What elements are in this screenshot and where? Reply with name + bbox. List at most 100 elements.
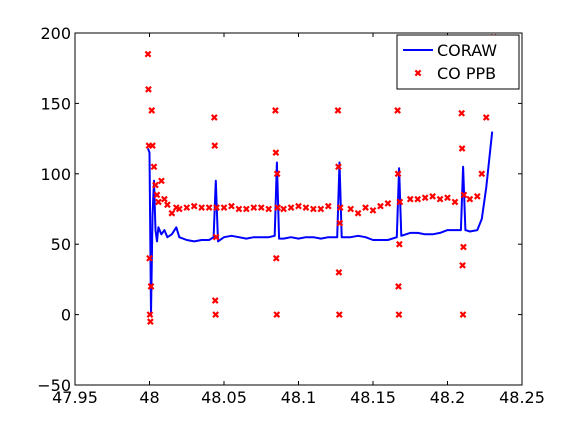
data-point (334, 107, 342, 114)
data-point (147, 318, 154, 326)
x-tick-label: 48.25 (499, 388, 545, 407)
data-point (153, 191, 161, 199)
y-tick-label: 0 (61, 306, 71, 325)
data-point (395, 283, 402, 290)
data-point (250, 204, 258, 211)
data-point (460, 191, 468, 199)
data-point (406, 195, 414, 203)
data-point (220, 204, 228, 211)
data-point (161, 195, 168, 203)
x-tick-label: 48.15 (350, 388, 396, 407)
data-point (144, 50, 152, 58)
data-point (335, 268, 343, 276)
x-tick-label: 48.2 (430, 388, 466, 407)
data-point (150, 163, 158, 171)
data-point (148, 107, 156, 114)
data-point (396, 198, 404, 206)
data-point (295, 202, 302, 210)
data-point (274, 204, 282, 211)
data-point (242, 205, 250, 213)
data-point (347, 205, 355, 213)
data-point (354, 209, 362, 217)
data-point (175, 205, 183, 213)
data-point (147, 283, 155, 290)
data-point (158, 177, 165, 185)
legend-item: CO PPB (414, 64, 496, 83)
data-point (436, 195, 444, 203)
data-point (155, 198, 162, 206)
data-point (384, 199, 392, 207)
data-point (272, 254, 280, 262)
data-point (273, 170, 281, 178)
data-point (235, 205, 243, 213)
x-tick-label: 47.95 (52, 388, 98, 407)
legend-label: CORAW (437, 41, 497, 60)
x-tick-label: 48.1 (281, 388, 317, 407)
data-point (168, 209, 176, 217)
data-point (302, 204, 310, 211)
y-tick-label: 50 (51, 235, 71, 254)
x-axis: 47.95 48 48.05 48.1 48.15 48.2 48.25 (52, 33, 545, 407)
data-point (451, 198, 459, 206)
data-point (482, 114, 490, 121)
data-point (272, 149, 280, 157)
data-point (394, 107, 401, 114)
data-point (228, 202, 235, 210)
legend: CORAW CO PPB (396, 34, 520, 90)
data-point (336, 219, 344, 227)
x-tick-label: 48.05 (201, 388, 247, 407)
y-tick-label: −50 (37, 376, 71, 395)
data-point (265, 205, 273, 213)
data-point (257, 204, 265, 211)
data-point (146, 311, 154, 318)
legend-item: CORAW (403, 41, 497, 60)
data-point (183, 204, 191, 211)
data-point (273, 311, 281, 318)
data-point (310, 205, 317, 213)
data-point (335, 163, 342, 171)
y-axis: −50 0 50 100 150 200 (37, 24, 522, 395)
data-point (459, 261, 466, 269)
data-point (272, 107, 279, 114)
data-point (152, 181, 159, 189)
data-point (211, 297, 219, 304)
data-point (336, 204, 344, 211)
data-point (149, 142, 156, 150)
data-point (362, 204, 369, 211)
data-point (459, 311, 467, 318)
data-point (317, 205, 325, 213)
data-point (395, 240, 403, 248)
data-point (280, 205, 287, 213)
legend-swatch-marker (414, 69, 422, 77)
data-point (473, 192, 481, 200)
data-point (466, 195, 474, 203)
data-point (458, 145, 466, 152)
data-point (210, 114, 218, 121)
data-point (394, 170, 402, 178)
data-point (190, 202, 198, 210)
y-tick-label: 150 (40, 94, 71, 113)
y-tick-label: 200 (40, 24, 71, 43)
data-point (324, 202, 332, 210)
data-point (478, 170, 486, 178)
data-point (377, 202, 384, 210)
data-point (460, 243, 467, 251)
data-point (213, 204, 220, 211)
data-point (421, 194, 429, 202)
data-point (287, 204, 295, 211)
x-tick-label: 48 (139, 388, 159, 407)
data-point (205, 204, 213, 211)
data-point (212, 311, 220, 318)
data-point (145, 85, 152, 93)
data-point (414, 195, 422, 203)
y-tick-label: 100 (40, 165, 71, 184)
legend-label: CO PPB (437, 64, 496, 83)
data-point (198, 204, 206, 211)
data-point (429, 192, 436, 200)
legend-box (396, 34, 520, 90)
data-point (458, 109, 466, 117)
data-point (164, 201, 171, 209)
data-point (211, 142, 219, 150)
